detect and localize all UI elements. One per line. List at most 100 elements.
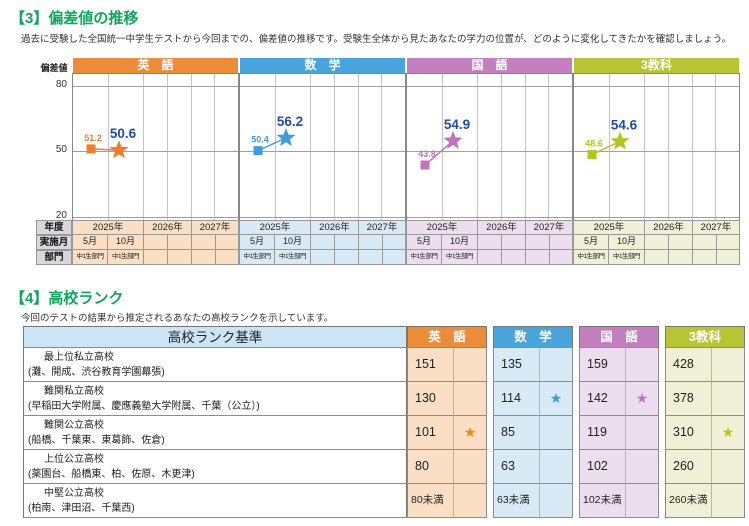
division-cell: 中1生部門 [108, 250, 144, 265]
month-cell: 10月 [275, 235, 311, 250]
division-cell: 中1生部門 [72, 250, 108, 265]
year-cell: 2027年 [526, 220, 573, 235]
star-cell [625, 450, 659, 484]
x-table-3subjects: 2025年 2026年 2027年 5月 10月 中1生部門 中1生部門 [573, 220, 740, 265]
subject-header-3subjects: 3教科 [574, 58, 739, 73]
score-cell: 260 [665, 450, 711, 484]
month-cell: 10月 [609, 235, 645, 250]
rank-row-label: 最上位私立高校 (灘、開成、渋谷教育学園幕張) [23, 348, 407, 382]
year-cell: 2027年 [693, 220, 740, 235]
score-cell: 101 [407, 416, 453, 450]
plot-area-3subjects: 48.6 54.6 [573, 73, 740, 220]
division-cell: 中1生部門 [609, 250, 645, 265]
star-cell [539, 450, 573, 484]
star-cell [711, 484, 745, 518]
division-cell: 中1生部門 [239, 250, 275, 265]
division-cell: 中1生部門 [406, 250, 442, 265]
row-label-year: 年度 [36, 220, 72, 235]
score-cell: 428 [665, 348, 711, 382]
month-cell: 10月 [442, 235, 478, 250]
rank-header-english: 英 語 [407, 326, 487, 348]
star-cell [539, 416, 573, 450]
year-cell: 2027年 [359, 220, 406, 235]
subject-header-english: 英 語 [73, 58, 238, 73]
y-tick-80: 80 [55, 79, 67, 90]
x-table-japanese: 2025年 2026年 2027年 5月 10月 中1生部門 中1生部門 [406, 220, 573, 265]
score-cell: 135 [493, 348, 539, 382]
series-japanese: 43.8 54.9 [418, 117, 470, 170]
x-table-math: 2025年 2026年 2027年 5月 10月 中1生部門 中1生部門 [239, 220, 406, 265]
x-table-english: 2025年 2026年 2027年 5月 10月 中1生部門 中1生部門 [72, 220, 239, 265]
svg-text:56.2: 56.2 [277, 114, 303, 129]
score-cell: 63未満 [493, 484, 539, 518]
star-cell [539, 484, 573, 518]
star-cell: ★ [453, 416, 487, 450]
year-cell: 2027年 [192, 220, 239, 235]
star-cell [453, 484, 487, 518]
year-cell: 2026年 [478, 220, 526, 235]
rank-header-japanese: 国 語 [579, 326, 659, 348]
score-cell: 102未満 [579, 484, 625, 518]
section4-subtitle: 今回のテストの結果から推定されるあなたの高校ランクを示しています。 [21, 313, 334, 324]
score-cell: 310 [665, 416, 711, 450]
svg-text:50.4: 50.4 [251, 135, 269, 145]
plot-area-math: 50.4 56.2 [239, 73, 406, 220]
star-cell [625, 416, 659, 450]
chart-section-3subjects: 3教科 48.6 54.6 2025年 2026年 2027年 5月 10月 中1生部門… [573, 58, 740, 265]
score-cell: 378 [665, 382, 711, 416]
year-cell: 2025年 [72, 220, 144, 235]
star-cell [453, 382, 487, 416]
year-cell: 2026年 [645, 220, 693, 235]
star-cell: ★ [539, 382, 573, 416]
score-cell: 260未満 [665, 484, 711, 518]
month-cell: 10月 [108, 235, 144, 250]
division-cell: 中1生部門 [275, 250, 311, 265]
star-cell [711, 348, 745, 382]
svg-text:50.6: 50.6 [110, 126, 137, 141]
subject-header-japanese: 国 語 [407, 58, 572, 73]
star-cell [539, 348, 573, 382]
score-cell: 142 [579, 382, 625, 416]
month-cell: 5月 [72, 235, 108, 250]
chart-section-math: 数 学 50.4 56.2 2025年 2026年 2027年 5月 10月 中1生部門… [239, 58, 406, 265]
section4-title: 【4】高校ランク [10, 290, 124, 307]
series-english: 51.2 50.6 [84, 126, 137, 159]
star-cell: ★ [625, 382, 659, 416]
plot-area-japanese: 43.8 54.9 [406, 73, 573, 220]
subject-header-math: 数 学 [240, 58, 405, 73]
row-label-month: 実施月 [36, 235, 72, 250]
star-cell [711, 450, 745, 484]
rank-header-math: 数 学 [493, 326, 573, 348]
score-cell: 85 [493, 416, 539, 450]
year-cell: 2026年 [144, 220, 192, 235]
year-cell: 2025年 [406, 220, 478, 235]
svg-text:43.8: 43.8 [418, 149, 436, 159]
y-axis-label: 偏差値 [40, 63, 68, 73]
star-cell [711, 382, 745, 416]
row-label-division: 部門 [36, 250, 72, 265]
series-3subjects: 48.6 54.6 [585, 117, 638, 160]
section3-title: 【3】偏差値の推移 [10, 10, 139, 27]
score-cell: 102 [579, 450, 625, 484]
year-cell: 2025年 [239, 220, 311, 235]
star-cell: ★ [711, 416, 745, 450]
score-cell: 159 [579, 348, 625, 382]
y-tick-50: 50 [55, 144, 67, 155]
svg-text:48.6: 48.6 [585, 139, 603, 149]
month-cell: 5月 [239, 235, 275, 250]
series-math: 50.4 56.2 [251, 114, 303, 156]
score-cell: 80 [407, 450, 453, 484]
rank-table-header: 高校ランク基準 [23, 326, 407, 348]
chart-section-english: 英 語 51.2 50.6 2025年 2026年 2027年 5月 10月 中1生部門… [72, 58, 239, 265]
chart-section-japanese: 国 語 43.8 54.9 2025年 2026年 2027年 5月 10月 中1生部門… [406, 58, 573, 265]
score-cell: 130 [407, 382, 453, 416]
rank-header-3subjects: 3教科 [665, 326, 745, 348]
month-cell: 5月 [406, 235, 442, 250]
year-cell: 2025年 [573, 220, 645, 235]
plot-area-english: 51.2 50.6 [72, 73, 239, 220]
star-cell [625, 348, 659, 382]
score-cell: 63 [493, 450, 539, 484]
rank-row-label: 難関私立高校 (早稲田大学附属、慶應義塾大学附属、千葉（公立）) [23, 382, 407, 416]
score-cell: 119 [579, 416, 625, 450]
